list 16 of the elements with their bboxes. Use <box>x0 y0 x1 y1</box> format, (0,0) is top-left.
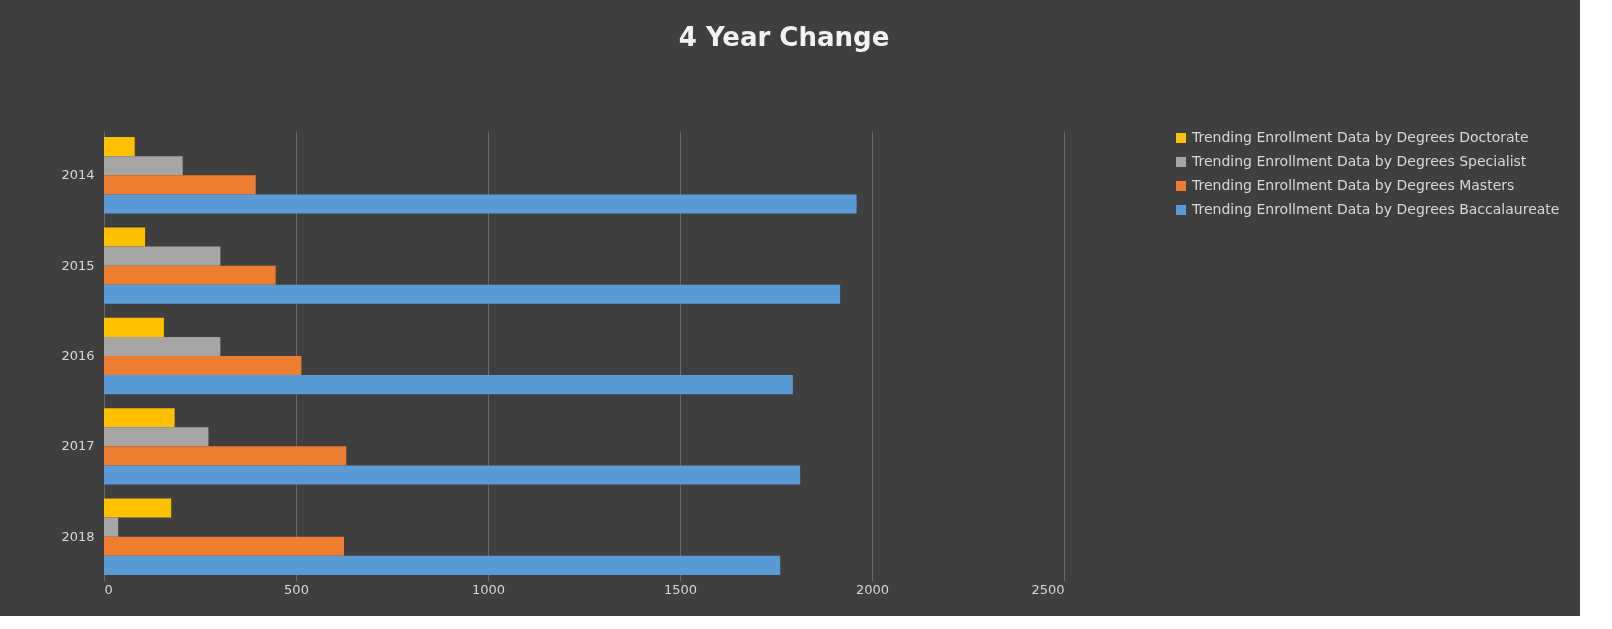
legend-label: Trending Enrollment Data by Degrees Baccalaureate <box>1191 201 1560 217</box>
x-tick-label: 2000 <box>855 581 890 597</box>
x-tick-label: 0 <box>104 581 113 597</box>
legend-label: Trending Enrollment Data by Degrees Doctorate <box>1191 129 1529 145</box>
x-tick-label: 1000 <box>471 581 506 597</box>
y-tick-label: 2016 <box>61 348 95 363</box>
x-tick-label: 1500 <box>663 581 698 597</box>
x-tick-label: 500 <box>284 581 309 597</box>
y-tick-label: 2014 <box>61 167 95 183</box>
y-tick-label: 2018 <box>61 528 95 544</box>
legend-label: Trending Enrollment Data by Degrees Specialist <box>1191 153 1527 169</box>
y-tick-label: 2017 <box>61 438 95 454</box>
legend-label: Trending Enrollment Data by Degrees Masters <box>1191 177 1515 193</box>
chart-title: 4 Year Change <box>678 22 890 52</box>
x-tick-label: 2500 <box>1031 581 1065 597</box>
y-tick-label: 2015 <box>61 257 95 273</box>
